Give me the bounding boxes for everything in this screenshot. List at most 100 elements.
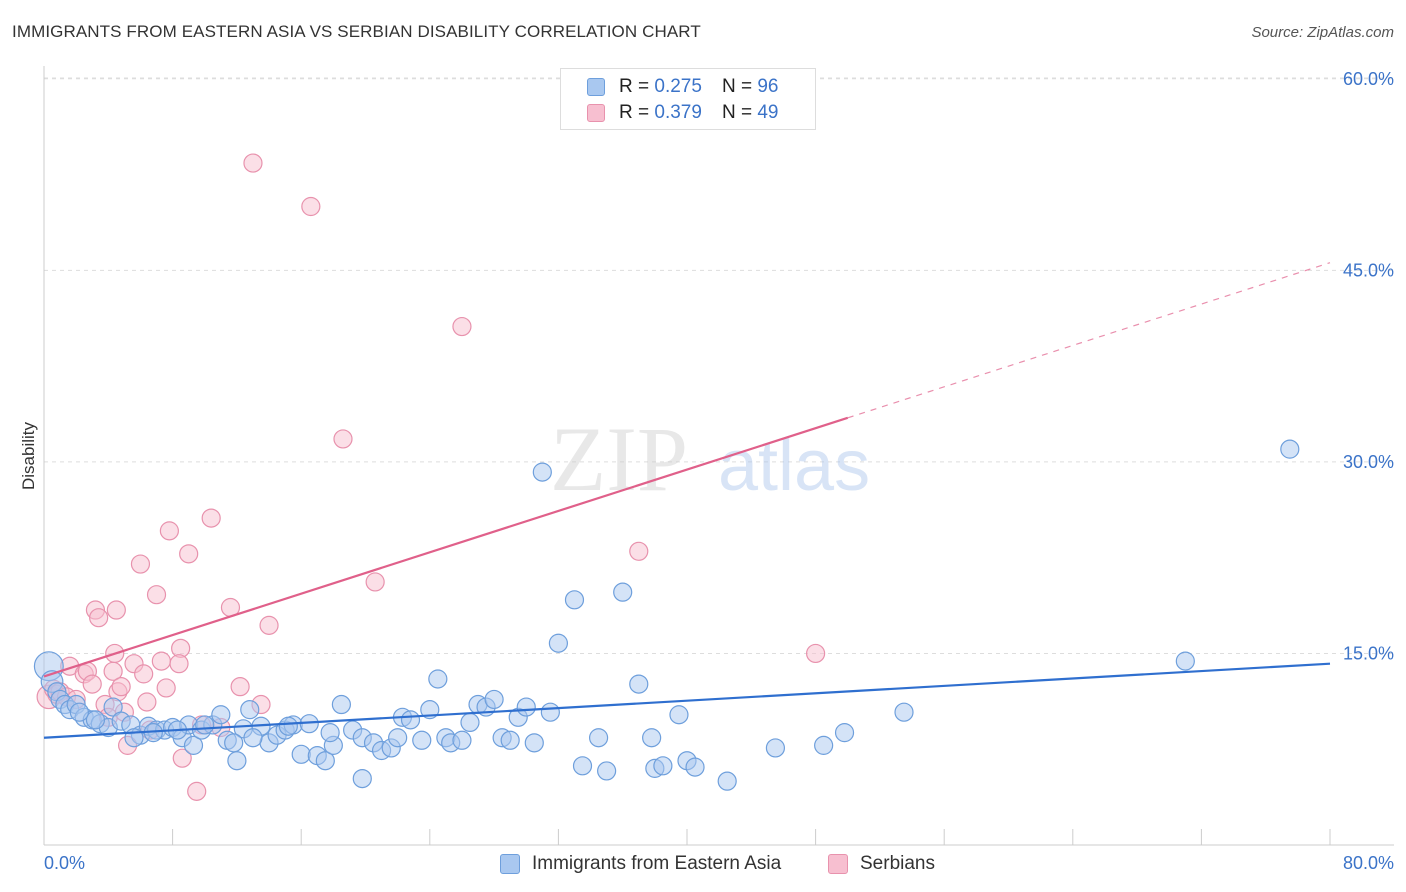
bottom-legend-eastern-asia: Immigrants from Eastern Asia bbox=[500, 851, 781, 877]
serbian-point bbox=[151, 651, 171, 671]
eastern-asia-point bbox=[227, 751, 247, 771]
y-tick-label: 15.0% bbox=[1343, 643, 1394, 663]
y-axis-label: Disability bbox=[19, 421, 38, 490]
serbian-trend-line-extension bbox=[847, 262, 1331, 419]
legend-swatch-pink bbox=[587, 104, 605, 122]
x-tick-label-min: 0.0% bbox=[44, 853, 85, 873]
serbian-point bbox=[130, 554, 151, 574]
eastern-asia-trend-line bbox=[43, 662, 1331, 739]
legend-n-value: 49 bbox=[757, 102, 779, 123]
eastern-asia-point bbox=[524, 733, 544, 753]
eastern-asia-point bbox=[412, 730, 432, 750]
watermark-atlas: atlas bbox=[718, 426, 870, 506]
eastern-asia-point bbox=[460, 712, 480, 733]
eastern-asia-point bbox=[85, 710, 106, 730]
trend-lines bbox=[43, 262, 1331, 739]
eastern-asia-point bbox=[352, 768, 372, 789]
axes bbox=[43, 66, 1394, 846]
serbian-point bbox=[172, 748, 192, 768]
eastern-asia-point bbox=[588, 728, 609, 748]
correlation-legend: R = 0.275 N = 96 R = 0.379 N = 49 bbox=[560, 68, 816, 130]
serbian-point bbox=[365, 572, 385, 592]
eastern-asia-point bbox=[597, 761, 617, 781]
bottom-legend-serbians: Serbians bbox=[828, 851, 935, 877]
serbian-point bbox=[805, 643, 826, 664]
serbian-point bbox=[106, 600, 126, 620]
serbian-point bbox=[137, 692, 157, 712]
eastern-asia-point bbox=[540, 702, 560, 722]
x-tick-label-max: 80.0% bbox=[1343, 853, 1394, 873]
eastern-asia-point bbox=[1280, 439, 1300, 459]
eastern-asia-point bbox=[834, 723, 855, 743]
serbian-point bbox=[159, 521, 179, 541]
serbian-point bbox=[243, 153, 263, 173]
legend-n-label: N = bbox=[721, 76, 753, 97]
eastern-asia-point bbox=[717, 771, 737, 791]
serbian-point bbox=[179, 544, 199, 564]
eastern-asia-point bbox=[1175, 651, 1195, 671]
eastern-asia-point bbox=[388, 728, 408, 748]
y-tick-label: 60.0% bbox=[1343, 69, 1394, 89]
serbian-point bbox=[169, 654, 189, 674]
chart-title: IMMIGRANTS FROM EASTERN ASIA VS SERBIAN … bbox=[12, 22, 701, 41]
eastern-asia-point bbox=[572, 756, 593, 776]
bottom-legend-label: Serbians bbox=[860, 853, 935, 874]
data-points bbox=[33, 153, 1300, 801]
serbian-point bbox=[146, 585, 167, 605]
eastern-asia-point bbox=[765, 738, 786, 758]
bottom-legend-swatch-blue bbox=[500, 854, 520, 874]
eastern-asia-point bbox=[814, 735, 834, 755]
eastern-asia-point bbox=[532, 462, 552, 482]
legend-n-label: N = bbox=[721, 102, 753, 123]
eastern-asia-point bbox=[420, 700, 440, 720]
eastern-asia-point bbox=[243, 728, 263, 748]
eastern-asia-point bbox=[183, 735, 204, 755]
serbian-point bbox=[629, 541, 649, 561]
eastern-asia-point bbox=[331, 694, 351, 715]
serbian-point bbox=[259, 615, 279, 635]
watermark-zip: ZIP bbox=[550, 408, 688, 510]
eastern-asia-point bbox=[642, 728, 662, 748]
tick-labels: 15.0% 30.0% 45.0% 60.0% 0.0% 80.0% bbox=[44, 69, 1394, 873]
serbian-point bbox=[333, 429, 353, 449]
legend-n-value: 96 bbox=[757, 76, 779, 97]
eastern-asia-point bbox=[195, 715, 215, 735]
legend-r-value: 0.379 bbox=[654, 102, 702, 123]
eastern-asia-point bbox=[211, 705, 231, 725]
legend-swatch-blue bbox=[587, 78, 605, 96]
eastern-asia-point bbox=[564, 590, 585, 610]
eastern-asia-point bbox=[685, 757, 705, 777]
eastern-asia-point bbox=[500, 730, 520, 750]
source-credit: Source: ZipAtlas.com bbox=[1251, 24, 1394, 41]
legend-row-serbians: R = 0.379 N = 49 bbox=[587, 101, 778, 125]
serbian-trend-line bbox=[43, 416, 849, 678]
eastern-asia-point bbox=[452, 730, 472, 750]
eastern-asia-point bbox=[629, 674, 649, 694]
serbian-point bbox=[187, 781, 207, 801]
eastern-asia-point bbox=[224, 733, 244, 753]
serbian-point bbox=[230, 677, 250, 697]
serbian-point bbox=[89, 608, 109, 628]
serbian-point bbox=[156, 678, 176, 698]
eastern-asia-point bbox=[613, 582, 633, 602]
eastern-asia-point bbox=[428, 669, 448, 689]
serbian-point bbox=[134, 664, 154, 684]
eastern-asia-point bbox=[320, 723, 340, 743]
eastern-asia-point bbox=[669, 705, 689, 725]
eastern-asia-point bbox=[548, 633, 569, 653]
eastern-asia-point bbox=[516, 697, 536, 717]
eastern-asia-point bbox=[240, 700, 260, 720]
eastern-asia-point bbox=[484, 689, 504, 710]
serbian-point bbox=[111, 677, 131, 697]
eastern-asia-point bbox=[400, 710, 421, 730]
serbian-point bbox=[201, 508, 221, 528]
y-tick-label: 45.0% bbox=[1343, 260, 1394, 280]
legend-r-label: R = bbox=[619, 102, 650, 123]
serbian-point bbox=[452, 316, 472, 337]
eastern-asia-point bbox=[315, 751, 335, 771]
eastern-asia-point bbox=[653, 756, 673, 776]
legend-r-label: R = bbox=[619, 76, 650, 97]
bottom-legend-label: Immigrants from Eastern Asia bbox=[532, 853, 782, 874]
legend-r-value: 0.275 bbox=[654, 76, 702, 97]
